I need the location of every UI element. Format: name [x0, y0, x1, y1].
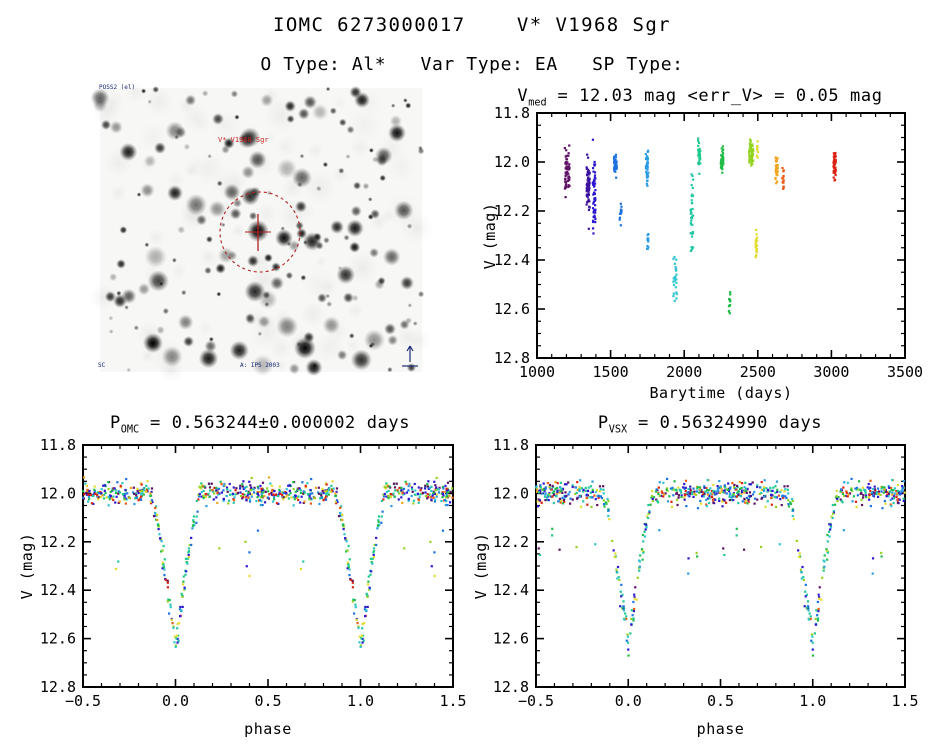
y-tick-label: 12.4: [493, 581, 529, 599]
title-value-text: = 0.56324990 days: [627, 413, 823, 433]
y-tick-label: 12.2: [494, 202, 530, 220]
star: [400, 276, 414, 290]
y-tick-label: 12.2: [40, 533, 76, 551]
y-tick-label: 12.6: [40, 630, 76, 648]
y-tick-label: 12.4: [494, 251, 530, 269]
x-tick-label: 3000: [813, 363, 849, 381]
title-symbol: V: [517, 86, 529, 106]
star: [317, 293, 327, 303]
x-tick-label: 2500: [740, 363, 776, 381]
data-points: [535, 477, 906, 657]
period-vsx-title: PVSX = 0.56324990 days: [495, 413, 925, 435]
x-tick-label: 1500: [593, 363, 629, 381]
y-tick-label: 11.8: [494, 104, 530, 122]
data-points: [563, 137, 837, 315]
x-tick-label: 3500: [887, 363, 923, 381]
page-title: IOMC 6273000017 V* V1968 Sgr: [272, 14, 671, 36]
barytime-scatter-plot: 1000 1500 2000 2500 3000 3500 11.8 12.0 12.2 12.4…: [494, 104, 923, 381]
y-tick-label: 12.6: [493, 630, 529, 648]
y-tick-label: 12.0: [40, 484, 76, 502]
x-tick-label: 1.0: [799, 692, 826, 710]
star: [245, 313, 255, 323]
barytime-plot-title: Vmed = 12.03 mag <err_V> = 0.05 mag: [465, 86, 935, 108]
period-omc-title: POMC = 0.563244±0.000002 days: [45, 413, 475, 435]
finding-chart-target-label: V* V1968 Sgr: [218, 136, 269, 144]
phase-vsx-y-axis-label: V (mag): [472, 532, 490, 600]
x-tick-label: 2000: [666, 363, 702, 381]
x-tick-label: 1.5: [891, 692, 918, 710]
y-tick-label: 12.0: [493, 484, 529, 502]
plot-frame: [82, 444, 454, 688]
data-points: [82, 476, 454, 649]
x-tick-label: 1.0: [347, 692, 374, 710]
title-symbol: P: [597, 413, 609, 433]
finding-chart-corner-label: SC: [98, 362, 106, 369]
star: [384, 323, 396, 335]
barytime-y-axis-label: V (mag): [481, 202, 499, 270]
title-subscript: med: [528, 97, 547, 109]
star: [212, 113, 224, 125]
barytime-x-axis-label: Barytime (days): [649, 384, 793, 402]
y-tick-label: 12.0: [494, 153, 530, 171]
finding-chart-epoch-label: A: IPS 2003: [240, 362, 280, 369]
star: [154, 142, 166, 154]
finding-chart-image: [89, 82, 434, 384]
x-tick-label: 0.5: [707, 692, 734, 710]
star: [113, 294, 127, 308]
plot-frame: [535, 444, 906, 688]
y-tick-label: 11.8: [40, 436, 76, 454]
x-tick-label: 1000: [519, 363, 555, 381]
x-tick-label: −0.5: [518, 692, 554, 710]
compass-north-arrow: [402, 345, 418, 367]
y-tick-label: 11.8: [493, 436, 529, 454]
star: [143, 333, 163, 353]
x-tick-label: 0.0: [615, 692, 642, 710]
photometric-aperture-circle: [219, 191, 301, 273]
title-symbol: P: [109, 413, 121, 433]
phase-vsx-folded-plot: −0.5 0.0 0.5 1.0 1.5 11.8 12.0 12.2 12.4 12.6 12.8: [493, 436, 919, 710]
plot-frame: [536, 112, 906, 359]
star: [388, 124, 406, 142]
y-tick-label: 12.6: [494, 300, 530, 318]
x-tick-label: 1.5: [439, 692, 466, 710]
y-tick-label: 12.8: [494, 349, 530, 367]
star: [167, 185, 183, 201]
star: [275, 229, 293, 247]
phase-omc-folded-plot: −0.5 0.0 0.5 1.0 1.5 11.8 12.0 12.2 12.4 12.6 12.8: [40, 436, 467, 710]
star: [354, 92, 370, 108]
star: [247, 255, 259, 267]
y-tick-label: 12.2: [493, 533, 529, 551]
title-value-text: = 0.563244±0.000002 days: [139, 413, 411, 433]
x-tick-label: −0.5: [65, 692, 101, 710]
x-tick-label: 0.0: [162, 692, 189, 710]
phase-omc-x-axis-label: phase: [244, 720, 292, 738]
title-subscript: VSX: [608, 424, 628, 436]
page-subtitle: O Type: Al* Var Type: EA SP Type:: [260, 54, 684, 75]
star: [294, 337, 316, 359]
title-value-text: = 12.03 mag <err_V> = 0.05 mag: [546, 86, 883, 106]
y-tick-label: 12.8: [40, 678, 76, 696]
x-tick-label: 0.5: [254, 692, 281, 710]
finding-chart-survey-label: POSS2 (el): [99, 84, 136, 91]
title-subscript: OMC: [120, 424, 140, 436]
y-tick-label: 12.8: [493, 678, 529, 696]
phase-omc-y-axis-label: V (mag): [18, 532, 36, 600]
y-tick-label: 12.4: [40, 581, 76, 599]
star: [330, 220, 344, 234]
phase-vsx-x-axis-label: phase: [696, 720, 745, 738]
